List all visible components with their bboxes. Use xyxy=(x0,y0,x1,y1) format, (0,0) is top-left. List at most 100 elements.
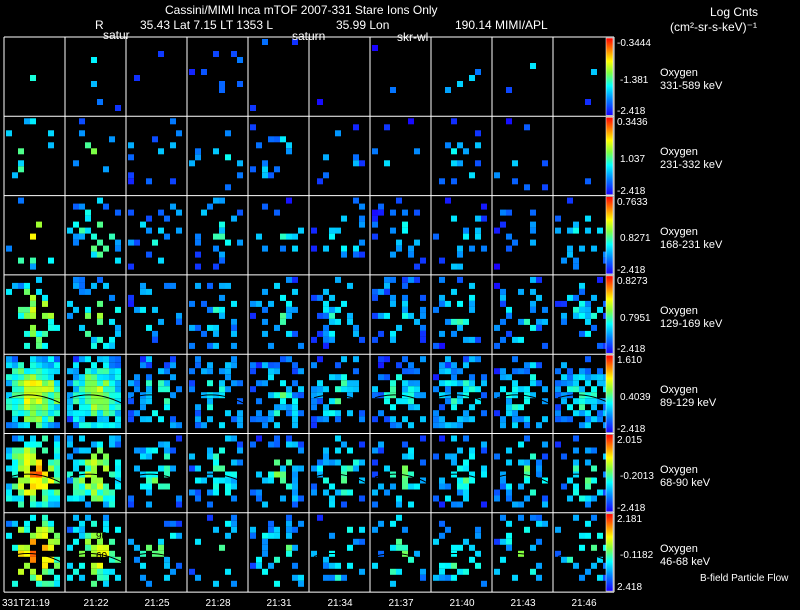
heatmap-cell xyxy=(414,368,420,375)
heatmap-cell xyxy=(390,386,396,393)
heatmap-cell xyxy=(115,374,121,381)
heatmap-cell xyxy=(134,239,140,246)
heatmap-cell xyxy=(109,392,115,399)
heatmap-cell xyxy=(30,233,36,240)
heatmap-cell xyxy=(396,398,402,405)
heatmap-panel-r6-c3 xyxy=(189,514,245,587)
heatmap-cell xyxy=(420,435,426,442)
heatmap-cell xyxy=(542,318,548,325)
heatmap-cell xyxy=(18,148,24,155)
heatmap-cell xyxy=(176,318,182,325)
heatmap-cell xyxy=(48,142,54,149)
heatmap-cell xyxy=(408,118,414,125)
heatmap-cell xyxy=(79,398,85,405)
heatmap-cell xyxy=(286,386,292,393)
heatmap-cell xyxy=(262,288,268,295)
heatmap-cell xyxy=(109,362,115,369)
heatmap-cell xyxy=(195,404,201,411)
heatmap-cell xyxy=(91,362,97,369)
heatmap-cell xyxy=(451,362,457,369)
heatmap-cell xyxy=(164,380,170,387)
heatmap-cell xyxy=(372,336,378,343)
heatmap-cell xyxy=(567,294,573,301)
heatmap-cell xyxy=(219,81,225,87)
heatmap-cell xyxy=(500,514,506,521)
heatmap-cell xyxy=(36,392,42,399)
heatmap-cell xyxy=(103,386,109,393)
heatmap-cell xyxy=(73,203,79,210)
heatmap-cell xyxy=(268,520,274,527)
heatmap-cell xyxy=(115,368,121,375)
heatmap-cell xyxy=(42,410,48,417)
heatmap-cell xyxy=(579,574,585,581)
heatmap-cell xyxy=(30,459,36,466)
heatmap-cell xyxy=(408,245,414,252)
heatmap-cell xyxy=(451,288,457,295)
heatmap-cell xyxy=(42,312,48,319)
heatmap-cell xyxy=(475,336,481,343)
heatmap-cell xyxy=(146,580,152,587)
heatmap-cell xyxy=(530,374,536,381)
header-r-label: R xyxy=(95,18,104,32)
heatmap-cell xyxy=(158,550,164,557)
heatmap-cell xyxy=(103,495,109,502)
heatmap-cell xyxy=(347,380,353,387)
heatmap-cell xyxy=(323,245,329,252)
heatmap-cell xyxy=(274,282,280,289)
heatmap-cell xyxy=(164,233,170,240)
heatmap-cell xyxy=(79,386,85,393)
heatmap-cell xyxy=(158,544,164,551)
heatmap-cell xyxy=(91,453,97,460)
heatmap-cell xyxy=(530,288,536,295)
heatmap-cell xyxy=(18,166,24,173)
heatmap-cell xyxy=(42,422,48,429)
heatmap-cell xyxy=(494,453,500,460)
heatmap-cell xyxy=(372,312,378,319)
heatmap-cell xyxy=(262,477,268,484)
heatmap-cell xyxy=(213,465,219,472)
heatmap-cell xyxy=(97,416,103,423)
heatmap-cell xyxy=(286,306,292,313)
heatmap-cell xyxy=(97,568,103,575)
heatmap-panel-r2-c5 xyxy=(311,197,365,258)
heatmap-cell xyxy=(445,318,451,325)
heatmap-cell xyxy=(347,562,353,569)
heatmap-cell xyxy=(359,336,365,343)
heatmap-cell xyxy=(48,556,54,563)
heatmap-cell xyxy=(402,276,408,283)
heatmap-cell xyxy=(567,251,573,258)
heatmap-cell xyxy=(36,441,42,448)
heatmap-panel-r2-c6 xyxy=(372,197,426,270)
heatmap-cell xyxy=(561,300,567,307)
colorbar-min-label: -2.418 xyxy=(617,344,646,356)
heatmap-cell xyxy=(280,404,286,411)
heatmap-cell xyxy=(567,477,573,484)
field-contour-line xyxy=(69,394,123,404)
heatmap-cell xyxy=(384,160,390,167)
heatmap-cell xyxy=(390,276,396,283)
heatmap-cell xyxy=(451,318,457,325)
heatmap-cell xyxy=(408,556,414,563)
heatmap-cell xyxy=(48,404,54,411)
heatmap-cell xyxy=(536,380,542,387)
heatmap-cell xyxy=(201,477,207,484)
heatmap-cell xyxy=(311,398,317,405)
heatmap-cell xyxy=(445,87,451,93)
heatmap-cell xyxy=(335,374,341,381)
heatmap-cell xyxy=(237,239,243,246)
heatmap-cell xyxy=(469,336,475,343)
heatmap-cell xyxy=(67,435,73,442)
heatmap-cell xyxy=(103,374,109,381)
heatmap-cell xyxy=(378,410,384,417)
heatmap-cell xyxy=(109,386,115,393)
heatmap-cell xyxy=(573,398,579,405)
heatmap-cell xyxy=(109,471,115,478)
heatmap-cell xyxy=(457,324,463,331)
heatmap-panel-r2-c9 xyxy=(555,197,609,270)
heatmap-cell xyxy=(500,386,506,393)
heatmap-cell xyxy=(329,318,335,325)
heatmap-cell xyxy=(30,356,36,363)
heatmap-cell xyxy=(97,392,103,399)
heatmap-cell xyxy=(85,489,91,496)
heatmap-cell xyxy=(323,300,329,307)
